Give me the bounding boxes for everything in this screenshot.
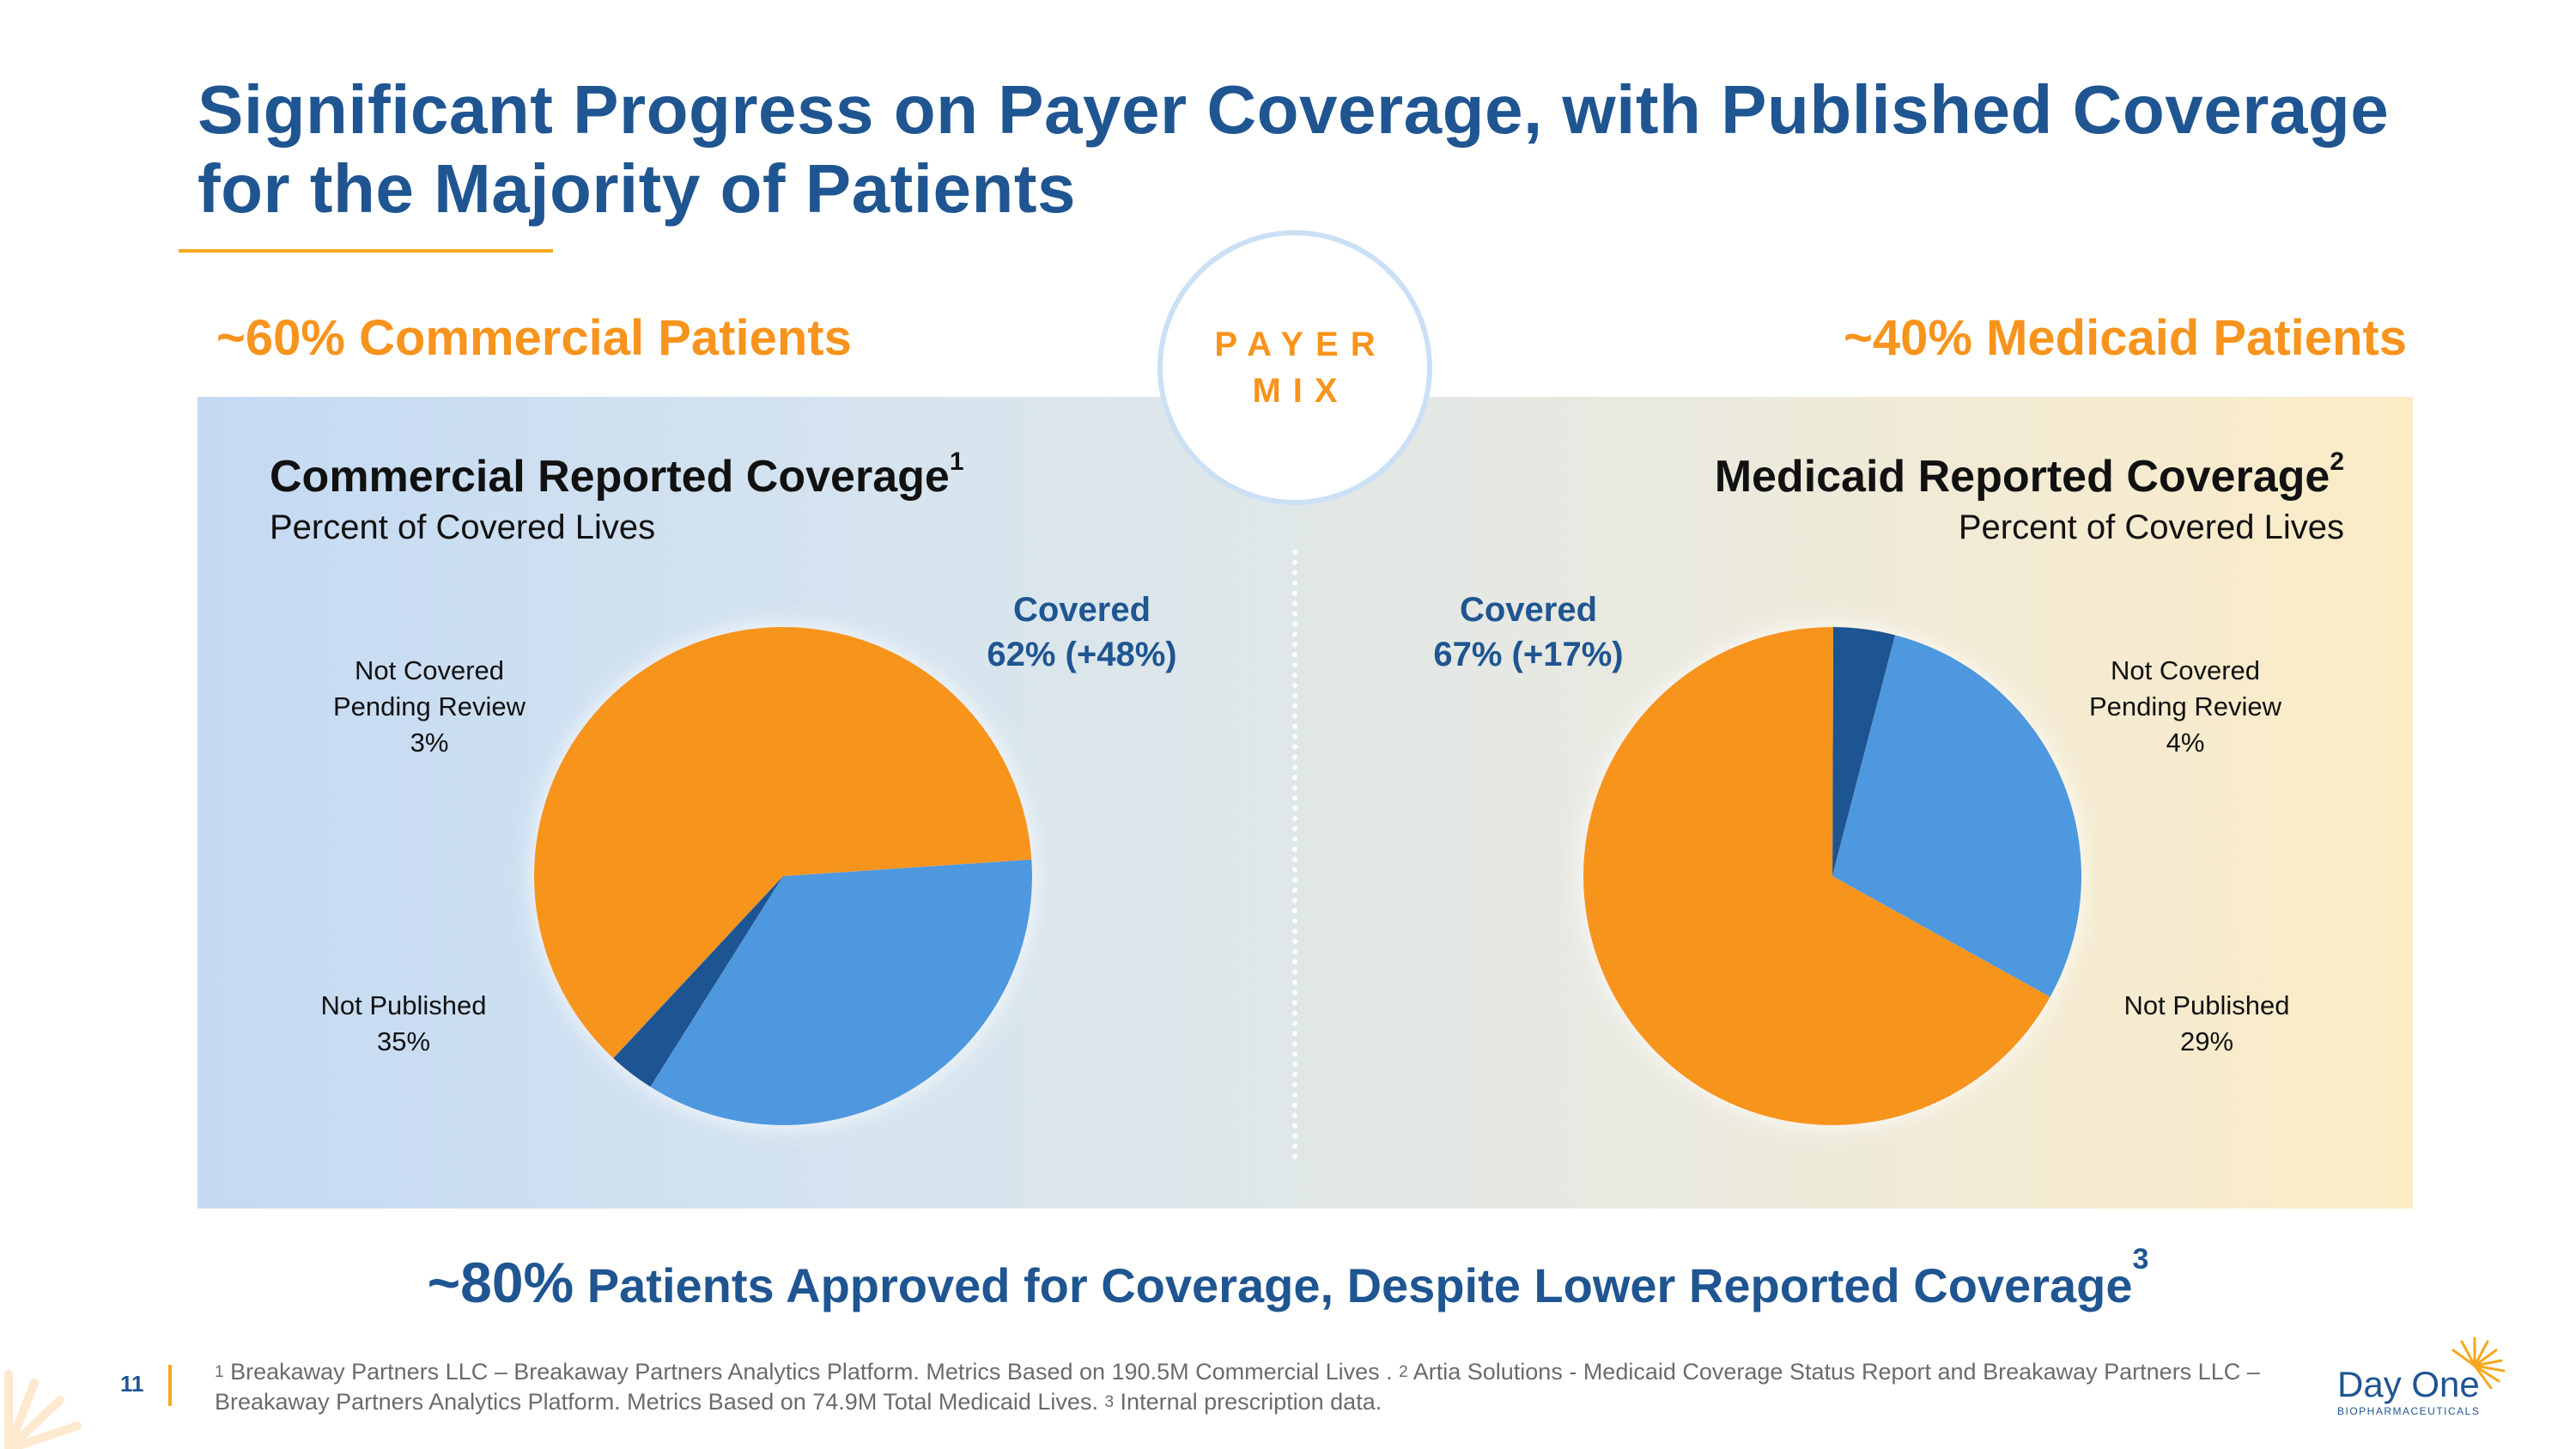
- medicaid-chart-title: Medicaid Reported Coverage2: [1714, 447, 2344, 502]
- commercial-chart-title: Commercial Reported Coverage1: [270, 447, 964, 502]
- day-one-logo: [2451, 1336, 2506, 1390]
- logo-tagline: BIOPHARMACEUTICALS: [2337, 1405, 2481, 1417]
- medicaid-covered-value: 67% (+17%): [1433, 636, 1624, 673]
- decorative-sunburst: [4, 1370, 82, 1449]
- commercial-slice-not-published: [650, 859, 1032, 1125]
- medicaid-chart-title-text: Medicaid Reported Coverage: [1714, 452, 2330, 502]
- commercial-pie: [534, 627, 1032, 1125]
- footnote-ref-2: 2: [1399, 1363, 1408, 1381]
- medicaid-covered-name: Covered: [1459, 591, 1598, 629]
- commercial-pending-line1: Not Covered: [354, 655, 505, 685]
- commercial-covered-label: Covered 62% (+48%): [953, 588, 1211, 677]
- medicaid-slice-not-published: [1832, 635, 2081, 997]
- medicaid-slice-covered: [1583, 627, 2050, 1125]
- commercial-notpublished-name: Not Published: [320, 990, 487, 1020]
- commercial-slice-not-covered-pending-review: [613, 876, 783, 1087]
- panel-divider: [1292, 550, 1297, 1160]
- commercial-pending-line2: Pending Review: [332, 691, 526, 721]
- logo-wordmark: Day One: [2337, 1364, 2480, 1404]
- medicaid-notpublished-name: Not Published: [2123, 990, 2290, 1020]
- medicaid-chart-subtitle: Percent of Covered Lives: [1958, 508, 2344, 546]
- medicaid-pending-line2: Pending Review: [2088, 691, 2282, 721]
- commercial-pending-value: 3%: [410, 728, 449, 758]
- commercial-footnote-ref: 1: [949, 447, 964, 476]
- page-number-bar: [168, 1365, 172, 1406]
- footnotes: 1 Breakaway Partners LLC – Breakaway Par…: [215, 1357, 2301, 1417]
- payer-mix-line2: MIX: [1252, 372, 1350, 410]
- medicaid-pending-label: Not Covered Pending Review 4%: [2065, 653, 2306, 761]
- medicaid-slice-not-covered-pending-review: [1832, 627, 1896, 876]
- medicaid-covered-label: Covered 67% (+17%): [1400, 588, 1657, 677]
- medicaid-segment-header: ~40% Medicaid Patients: [1844, 310, 2407, 366]
- bottom-statement-percent: ~80%: [427, 1251, 574, 1314]
- medicaid-pie: [1583, 627, 2081, 1125]
- footnote-ref-3: 3: [1104, 1393, 1115, 1411]
- commercial-covered-name: Covered: [1012, 591, 1151, 629]
- payer-mix-badge: PAYER MIX: [1157, 230, 1432, 505]
- bottom-statement: ~80% Patients Approved for Coverage, Des…: [0, 1243, 2576, 1315]
- sun-icon: [2451, 1336, 2506, 1390]
- bottom-footnote-ref: 3: [2132, 1243, 2149, 1275]
- footnote-text-2: Artia Solutions - Medicaid Coverage Stat…: [215, 1359, 2260, 1415]
- medicaid-notpublished-value: 29%: [2179, 1026, 2234, 1056]
- commercial-slice-covered: [534, 627, 1032, 1059]
- commercial-chart-subtitle: Percent of Covered Lives: [270, 508, 656, 546]
- medicaid-footnote-ref: 2: [2330, 447, 2344, 476]
- medicaid-pending-line1: Not Covered: [2110, 655, 2261, 685]
- page-title: Significant Progress on Payer Coverage, …: [197, 71, 2390, 227]
- medicaid-notpublished-label: Not Published 29%: [2087, 988, 2327, 1060]
- commercial-chart-title-text: Commercial Reported Coverage: [270, 452, 950, 502]
- title-underline: [179, 249, 553, 253]
- commercial-notpublished-value: 35%: [376, 1026, 431, 1056]
- commercial-notpublished-label: Not Published 35%: [283, 988, 524, 1060]
- page-number: 11: [120, 1371, 144, 1397]
- footnote-text-3: Internal prescription data.: [1114, 1389, 1382, 1415]
- medicaid-pending-value: 4%: [2166, 728, 2205, 758]
- payer-mix-line1: PAYER: [1214, 326, 1388, 363]
- commercial-segment-header: ~60% Commercial Patients: [216, 310, 852, 366]
- commercial-covered-value: 62% (+48%): [987, 636, 1177, 673]
- bottom-statement-text: Patients Approved for Coverage, Despite …: [574, 1258, 2133, 1312]
- footnote-ref-1: 1: [215, 1363, 224, 1381]
- commercial-pending-label: Not Covered Pending Review 3%: [309, 653, 550, 761]
- footnote-text-1: Breakaway Partners LLC – Breakaway Partn…: [223, 1359, 1400, 1385]
